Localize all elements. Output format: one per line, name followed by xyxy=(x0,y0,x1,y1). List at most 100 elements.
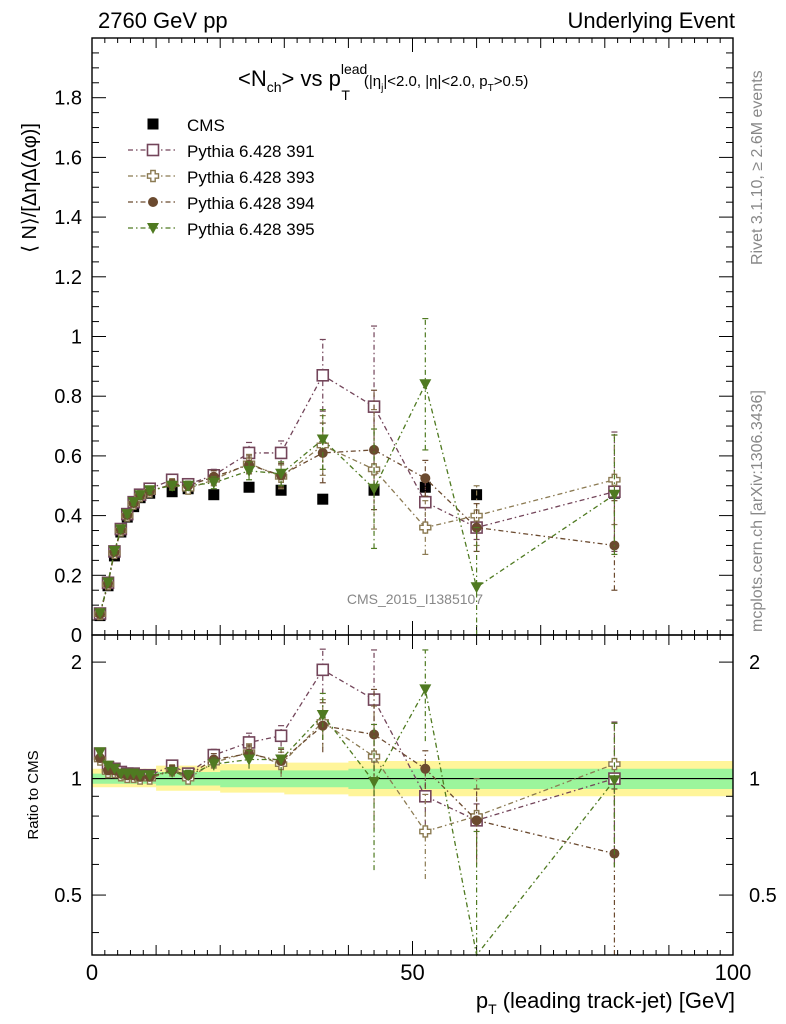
header-left: 2760 GeV pp xyxy=(98,8,228,33)
y-tick-label: 1.2 xyxy=(54,267,82,289)
header-right: Underlying Event xyxy=(567,8,735,33)
series-point xyxy=(419,379,432,391)
legend-label: Pythia 6.428 391 xyxy=(187,142,315,161)
ratio-uncertainty-bands xyxy=(92,761,733,797)
series-ratio-point xyxy=(166,766,179,778)
y-tick-label: 0.4 xyxy=(54,506,82,528)
y-tick-label: 0.6 xyxy=(54,446,82,468)
legend-label-data: CMS xyxy=(187,116,225,135)
series-ratio-point xyxy=(608,775,621,787)
legend-marker xyxy=(148,197,158,207)
series-point xyxy=(608,473,621,486)
series-ratio-point xyxy=(108,763,121,775)
x-tick-label: 50 xyxy=(400,960,424,985)
y-axis-label-main: ⟨ N⟩/[ΔηΔ(Δφ)] xyxy=(19,123,41,253)
y-tick-label: 1.6 xyxy=(54,147,82,169)
series-point xyxy=(274,446,288,460)
series-ratio-point xyxy=(471,815,482,826)
series-point xyxy=(368,483,381,495)
data-series xyxy=(93,317,621,957)
mcplots-label: mcplots.cern.ch [arXiv:1306.3436] xyxy=(749,390,766,632)
series-ratio-point xyxy=(419,684,432,696)
series-line xyxy=(99,382,615,614)
legend: CMS Pythia 6.428 391 Pythia 6.428 393 Pythi… xyxy=(128,116,315,239)
series-point xyxy=(114,524,127,536)
x-axis-label-rest: (leading track-jet) [GeV] xyxy=(503,988,735,1013)
series-ratio-point xyxy=(274,729,288,743)
plot-title: <Nch> vs plead T(|ηj|<2.0, |η|<2.0, pT>0.… xyxy=(238,61,528,103)
series-point xyxy=(94,608,107,620)
ratio-tick-label: 2 xyxy=(71,652,82,674)
series-point xyxy=(143,485,156,497)
ratio-tick-label-right: 2 xyxy=(749,652,760,674)
x-tick-label: 0 xyxy=(86,960,98,985)
series-point xyxy=(420,473,431,484)
y-tick-label: 1.4 xyxy=(54,207,82,229)
series-line xyxy=(99,444,615,615)
legend-marker xyxy=(146,143,160,157)
ratio-tick-label: 0.5 xyxy=(54,885,82,907)
series-point xyxy=(166,480,179,492)
ratio-tick-label-right: 0.5 xyxy=(749,885,777,907)
series-line xyxy=(99,449,615,615)
legend-marker-data xyxy=(147,118,159,130)
series-point xyxy=(316,434,329,446)
title-vs: > vs p xyxy=(282,66,341,91)
analysis-watermark: CMS_2015_I1385107 xyxy=(347,591,483,607)
legend-label: Pythia 6.428 394 xyxy=(187,194,315,213)
series-ratio-point xyxy=(182,770,195,782)
series-point xyxy=(108,545,121,557)
y-tick-label: 1.8 xyxy=(54,88,82,110)
series-ratio-point xyxy=(369,729,380,740)
series-ratio-line xyxy=(99,687,615,957)
series-point xyxy=(470,509,483,522)
y-tick-label: 1 xyxy=(71,327,82,349)
series-ratio-point xyxy=(275,754,288,766)
x-axis-label-sub: T xyxy=(488,1001,497,1017)
data-point xyxy=(317,493,329,505)
title-sup: lead xyxy=(341,61,367,77)
title-main-sub: ch xyxy=(267,79,282,95)
series-ratio-point xyxy=(134,770,147,782)
y-tick-label: 0 xyxy=(71,625,82,647)
title-cuts3: >0.5) xyxy=(494,73,529,90)
series-point xyxy=(608,489,621,501)
ratio-tick-label: 1 xyxy=(71,769,82,791)
data-point xyxy=(275,484,287,496)
x-axis-label-p: p xyxy=(476,988,488,1013)
series-point xyxy=(207,477,220,489)
ratio-tick-label-right: 1 xyxy=(749,769,760,791)
ratio-panel-frame xyxy=(91,634,734,956)
legend-label: Pythia 6.428 395 xyxy=(187,220,315,239)
series-ratio-point xyxy=(143,770,156,782)
y-tick-label: 0.2 xyxy=(54,565,82,587)
title-sub: T xyxy=(341,87,350,103)
series-ratio-point xyxy=(243,754,256,766)
y-tick-label: 0.8 xyxy=(54,386,82,408)
series-ratio-point xyxy=(368,776,381,788)
data-point xyxy=(208,489,220,501)
series-ratio-point xyxy=(316,663,330,677)
rivet-label: Rivet 3.1.10, ≥ 2.6M events xyxy=(749,70,766,265)
series-point xyxy=(316,369,330,382)
title-cuts-sub: j xyxy=(380,83,383,94)
series-ratio-point xyxy=(420,763,431,774)
series-ratio-point xyxy=(102,760,115,772)
x-tick-label: 100 xyxy=(715,960,752,985)
series-point xyxy=(102,577,115,589)
series-point xyxy=(419,521,432,534)
series-point xyxy=(134,490,147,502)
series-point xyxy=(127,497,140,509)
title-main: <N xyxy=(238,66,267,91)
y-axis-label-ratio: Ratio to CMS xyxy=(25,750,42,839)
series-ratio-point xyxy=(316,709,329,721)
legend-marker xyxy=(147,223,159,234)
title-cuts2: |<2.0, |η|<2.0, p xyxy=(383,73,487,90)
series-ratio-point xyxy=(207,759,220,771)
title-cuts2-sub: T xyxy=(488,83,494,94)
series-point xyxy=(182,480,195,492)
legend-marker xyxy=(146,169,160,183)
axis-ticks: 0 0.2 0.4 0.6 0.8 1 1.2 1.4 1.6 1.8 0.5 0.5 1 1 2 2 0 50 1… xyxy=(54,37,777,985)
series-point xyxy=(275,468,288,480)
legend-label: Pythia 6.428 393 xyxy=(187,168,315,187)
